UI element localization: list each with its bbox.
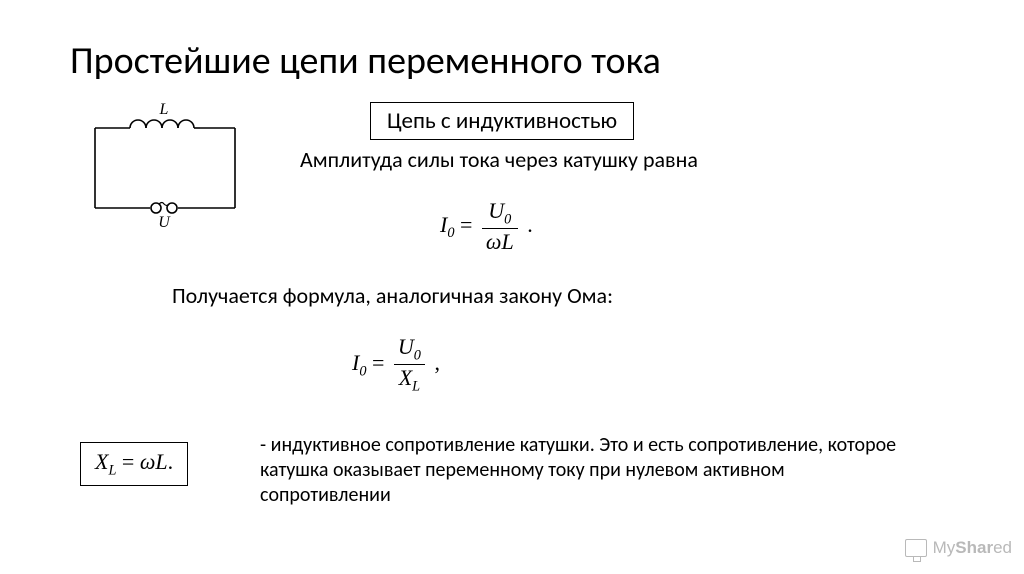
formula-i0-wl: I0 = U0 ωL . (440, 198, 533, 255)
subtitle-text: Цепь с индуктивностью (370, 102, 634, 140)
text-ohm-law: Получается формула, аналогичная закону О… (172, 282, 613, 309)
monitor-icon (905, 539, 927, 557)
formula-i0-xl: I0 = U0 XL , (352, 334, 440, 396)
circuit-label-l: L (159, 101, 169, 118)
circuit-diagram: L U (70, 100, 260, 230)
circuit-label-u: U (158, 214, 171, 230)
formula-xl-box: XL = ωL. (80, 442, 188, 486)
description-text: - индуктивное сопротивление катушки. Это… (260, 433, 900, 508)
page-title: Простейшие цепи переменного тока (70, 38, 661, 84)
text-amplitude: Амплитуда силы тока через катушку равна (300, 146, 698, 173)
subtitle-box: Цепь с индуктивностью (370, 102, 634, 140)
watermark: MyShared (905, 538, 1012, 558)
